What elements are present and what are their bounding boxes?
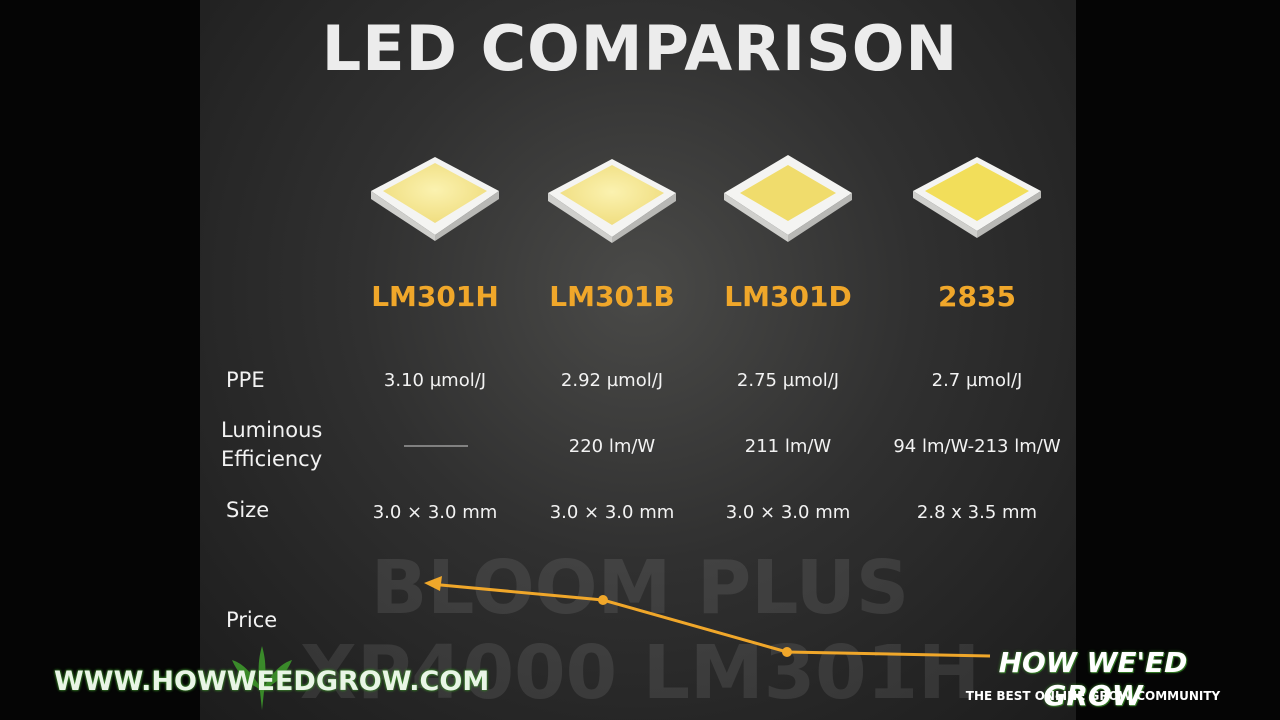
row-label: PPE xyxy=(226,368,265,392)
price-point xyxy=(782,647,792,657)
price-trend-line xyxy=(429,582,991,658)
table-cell: 211 lm/W xyxy=(744,436,832,457)
table-cell: 2.7 µmol/J xyxy=(931,370,1023,391)
table-cell: 2.8 x 3.5 mm xyxy=(916,502,1038,523)
brand-logo: HOW WE'ED GROW xyxy=(998,646,1188,712)
watermark: XP4000 LM301H xyxy=(299,630,981,716)
table-cell: 2.75 µmol/J xyxy=(736,370,840,391)
column-header: LM301D xyxy=(724,280,852,313)
row-label: Luminous Efficiency xyxy=(221,418,323,471)
arrow-head xyxy=(424,576,442,591)
table-cell: 3.0 × 3.0 mm xyxy=(372,502,498,523)
table-cell: 2.92 µmol/J xyxy=(560,370,664,391)
price-point xyxy=(598,595,608,605)
row-label: Size xyxy=(226,498,270,522)
led-chip xyxy=(548,159,676,243)
table-cell: 3.0 × 3.0 mm xyxy=(549,502,675,523)
leaf-icon xyxy=(232,646,292,710)
table-cell: 3.10 µmol/J xyxy=(383,370,487,391)
column-header: LM301B xyxy=(549,280,675,313)
table-cell: 3.0 × 3.0 mm xyxy=(725,502,851,523)
tagline: THE BEST ONLINE GROW COMMUNITY xyxy=(965,689,1221,703)
table-cell: 220 lm/W xyxy=(568,436,656,457)
led-chip xyxy=(724,155,852,242)
row-label: Price xyxy=(226,608,278,632)
table-cell: 94 lm/W-213 lm/W xyxy=(893,436,1061,457)
title: LED COMPARISON xyxy=(321,12,959,85)
website-url: WWW.HOWWEEDGROW.COM xyxy=(54,666,490,697)
column-header: 2835 xyxy=(938,280,1016,313)
panel xyxy=(200,0,1076,720)
column-header: LM301H xyxy=(371,280,499,313)
led-chip xyxy=(913,157,1041,238)
led-chip xyxy=(371,157,499,241)
